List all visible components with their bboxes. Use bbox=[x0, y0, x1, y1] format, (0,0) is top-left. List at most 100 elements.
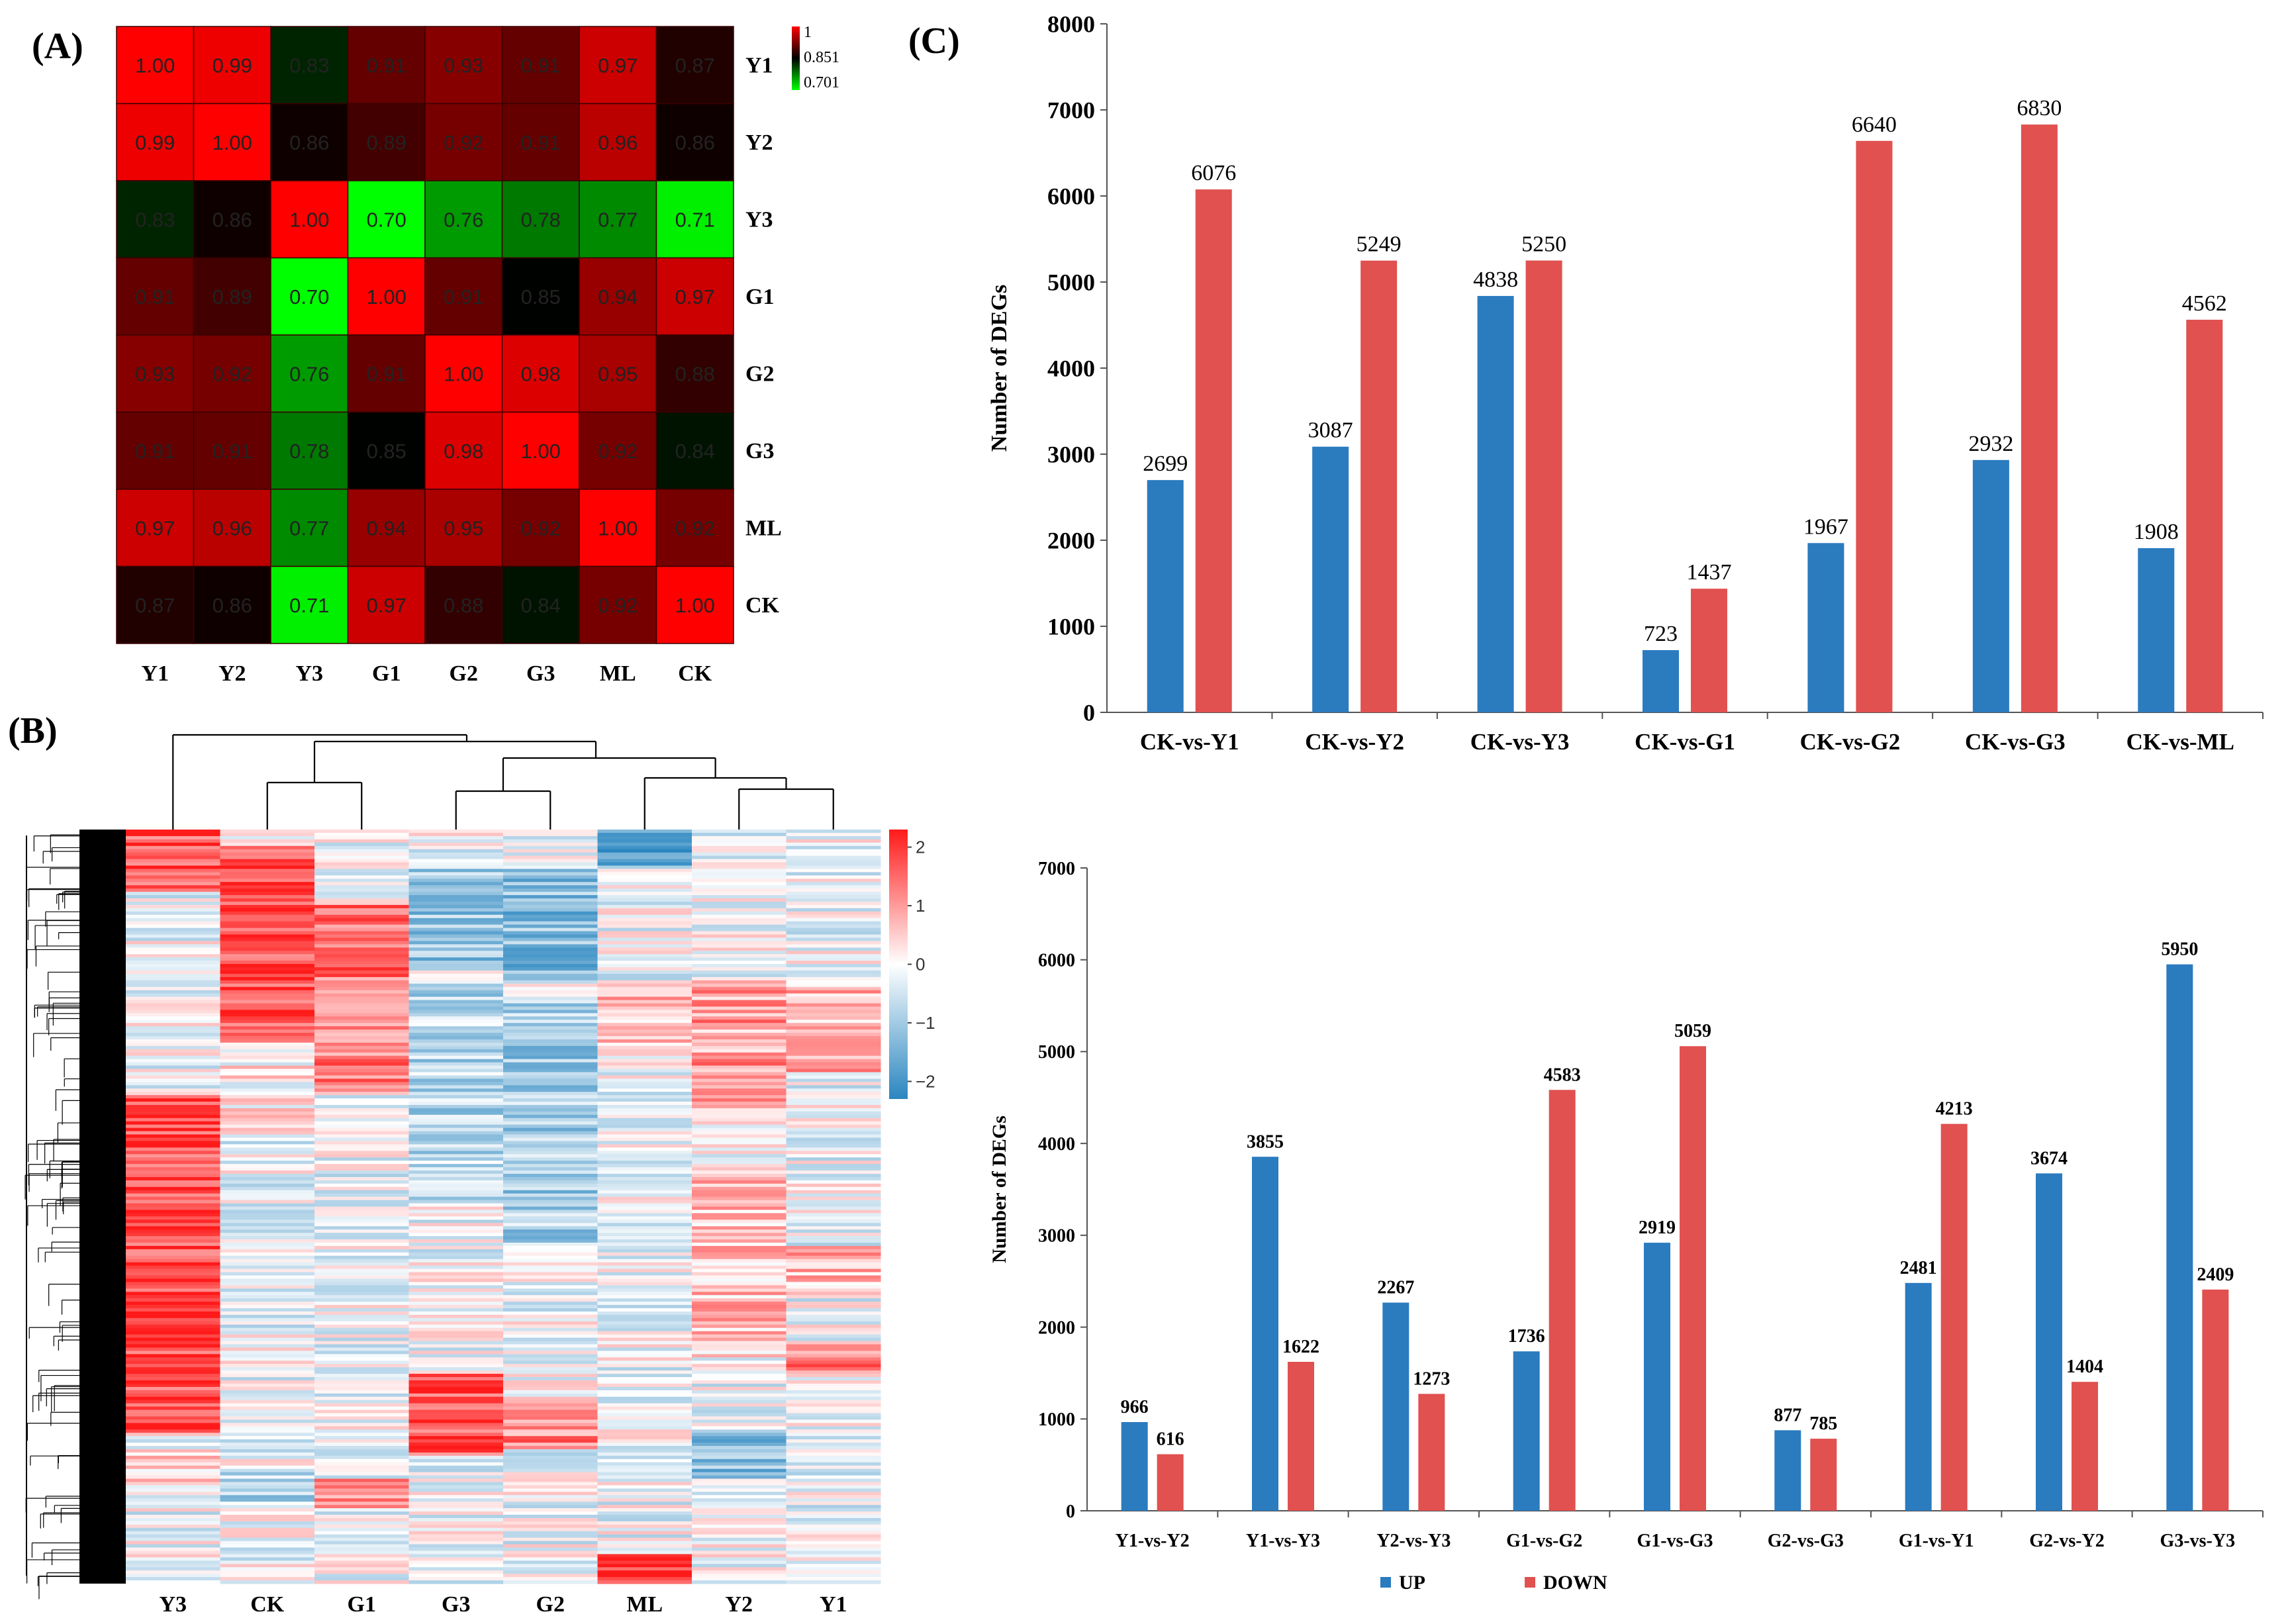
expression-cell bbox=[503, 1515, 598, 1519]
expression-cell bbox=[503, 1475, 598, 1480]
expression-cell bbox=[126, 951, 220, 955]
expression-cell bbox=[597, 1298, 692, 1302]
expression-cell bbox=[314, 1324, 409, 1329]
expression-cell bbox=[503, 957, 598, 961]
expression-cell bbox=[408, 1515, 504, 1519]
expression-cell bbox=[408, 1302, 504, 1306]
expression-cell bbox=[786, 1443, 881, 1447]
expression-cell bbox=[503, 1495, 598, 1499]
expression-cell bbox=[503, 1078, 598, 1082]
expression-cell bbox=[126, 964, 220, 968]
expression-cell bbox=[597, 1521, 692, 1525]
expression-cell bbox=[597, 977, 692, 981]
expression-cell bbox=[503, 1134, 598, 1139]
expression-cell bbox=[126, 865, 220, 870]
expression-cell bbox=[597, 1069, 692, 1073]
expression-cell bbox=[597, 1124, 692, 1129]
expression-cell bbox=[786, 1082, 881, 1086]
expression-cell bbox=[126, 1567, 220, 1571]
expression-cell bbox=[314, 1003, 409, 1008]
expression-cell bbox=[314, 1072, 409, 1076]
expression-cell bbox=[314, 1433, 409, 1437]
expression-cell bbox=[786, 1045, 881, 1050]
expression-cell bbox=[314, 1443, 409, 1447]
expression-cell bbox=[314, 849, 409, 853]
expression-cell bbox=[408, 1137, 504, 1142]
expression-cell bbox=[126, 1026, 220, 1030]
expression-cell bbox=[314, 1118, 409, 1122]
expression-cell bbox=[692, 1502, 787, 1505]
expression-cell bbox=[220, 1052, 315, 1057]
expression-cell bbox=[126, 1439, 220, 1443]
expression-cell bbox=[503, 1285, 598, 1289]
expression-cell bbox=[692, 1383, 787, 1388]
expression-cell bbox=[692, 1570, 787, 1574]
expression-cell bbox=[220, 1167, 315, 1171]
expression-cell bbox=[314, 872, 409, 876]
expression-cell bbox=[408, 1511, 504, 1515]
expression-cell bbox=[597, 1161, 692, 1165]
expression-cell bbox=[503, 1354, 598, 1358]
expression-cell bbox=[692, 1521, 787, 1525]
expression-cell bbox=[503, 1531, 598, 1535]
expression-cell bbox=[503, 1485, 598, 1489]
expression-cell bbox=[126, 1334, 220, 1339]
expression-cell bbox=[597, 1033, 692, 1037]
correlation-value: 0.89 bbox=[213, 285, 252, 309]
expression-cell bbox=[692, 983, 787, 988]
expression-cell bbox=[408, 1351, 504, 1355]
expression-cell bbox=[408, 1314, 504, 1319]
expression-cell bbox=[408, 986, 504, 991]
expression-cell bbox=[503, 1059, 598, 1063]
expression-cell bbox=[314, 1200, 409, 1204]
expression-cell bbox=[126, 1347, 220, 1351]
expression-cell bbox=[408, 1452, 504, 1457]
expression-cell bbox=[126, 1305, 220, 1309]
expression-col-label: G1 bbox=[348, 1592, 376, 1617]
expression-cell bbox=[220, 1567, 315, 1571]
expression-cell bbox=[220, 1196, 315, 1201]
expression-cell bbox=[786, 1495, 881, 1499]
expression-cell bbox=[597, 1452, 692, 1457]
expression-cell bbox=[692, 921, 787, 926]
expression-cell bbox=[503, 1423, 598, 1427]
expression-cell bbox=[503, 1131, 598, 1135]
expression-cell bbox=[314, 1449, 409, 1453]
expression-cell bbox=[314, 852, 409, 857]
expression-cell bbox=[314, 1268, 409, 1273]
expression-cell bbox=[314, 1396, 409, 1401]
expression-cell bbox=[408, 1010, 504, 1014]
correlation-cell bbox=[347, 565, 426, 644]
expression-cell bbox=[692, 879, 787, 883]
expression-cell bbox=[503, 1446, 598, 1450]
expression-cell bbox=[220, 1327, 315, 1332]
expression-cell bbox=[597, 1544, 692, 1549]
expression-cell bbox=[503, 895, 598, 899]
expression-cell bbox=[503, 924, 598, 929]
expression-cell bbox=[692, 1124, 787, 1129]
expression-cell bbox=[126, 1468, 220, 1473]
expression-cell bbox=[408, 1252, 504, 1257]
expression-cell bbox=[220, 842, 315, 847]
expression-cell bbox=[314, 1288, 409, 1292]
expression-cell bbox=[126, 1502, 220, 1505]
expression-cell bbox=[126, 1233, 220, 1237]
expression-cell bbox=[786, 1531, 881, 1535]
expression-cell bbox=[786, 1334, 881, 1339]
expression-cell bbox=[692, 1511, 787, 1515]
expression-cell bbox=[692, 832, 787, 837]
expression-cell bbox=[220, 1554, 315, 1558]
bar-up bbox=[1774, 1430, 1801, 1511]
expression-cell bbox=[314, 918, 409, 922]
expression-cell bbox=[786, 1249, 881, 1253]
expression-cell bbox=[503, 986, 598, 991]
expression-cell bbox=[692, 1245, 787, 1250]
expression-cell bbox=[597, 882, 692, 886]
expression-cell bbox=[692, 1282, 787, 1286]
expression-cell bbox=[692, 1065, 787, 1070]
expression-cell bbox=[786, 1272, 881, 1276]
expression-cell bbox=[503, 1275, 598, 1280]
expression-cell bbox=[692, 845, 787, 850]
correlation-value: 0.86 bbox=[213, 594, 252, 617]
expression-cell bbox=[786, 1478, 881, 1483]
